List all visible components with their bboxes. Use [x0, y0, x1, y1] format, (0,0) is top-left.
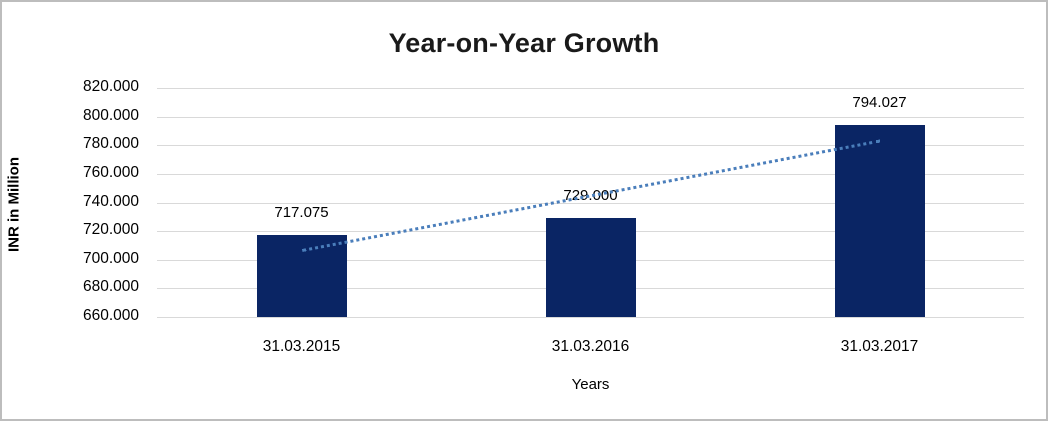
- y-axis-tick-label: 800.000: [82, 106, 139, 124]
- gridline: [157, 88, 1024, 89]
- y-axis-tick-label: 700.000: [82, 249, 139, 267]
- x-axis-tick-label: 31.03.2015: [262, 338, 341, 355]
- gridline: [157, 317, 1024, 318]
- x-axis-tick-label: 31.03.2017: [840, 338, 919, 355]
- x-axis-tick-label: 31.03.2016: [551, 338, 630, 355]
- bar: [256, 235, 347, 317]
- y-axis-tick-label: 720.000: [82, 221, 139, 239]
- y-axis-tick-label: 740.000: [82, 192, 139, 210]
- bar-data-label: 794.027: [852, 94, 907, 112]
- y-axis-tick-label: 820.000: [82, 78, 139, 95]
- y-axis-tick-label: 760.000: [82, 163, 139, 181]
- bar-data-label: 717.075: [274, 204, 329, 222]
- gridline: [157, 145, 1024, 147]
- gridline: [157, 202, 1024, 204]
- gridline: [157, 173, 1024, 175]
- bar: [834, 125, 925, 317]
- gridline: [157, 116, 1024, 118]
- y-axis-tick-label: 680.000: [82, 278, 139, 296]
- plot-area: 717.075 729.000 794.027: [157, 88, 1024, 318]
- y-axis-tick-label: 660.000: [82, 307, 139, 324]
- bar: [545, 218, 636, 317]
- bar-data-label: 729.000: [563, 187, 618, 205]
- y-axis-tick-label: 780.000: [82, 135, 139, 153]
- x-axis-title: Years: [571, 376, 610, 393]
- chart-title: Year-on-Year Growth: [388, 28, 660, 58]
